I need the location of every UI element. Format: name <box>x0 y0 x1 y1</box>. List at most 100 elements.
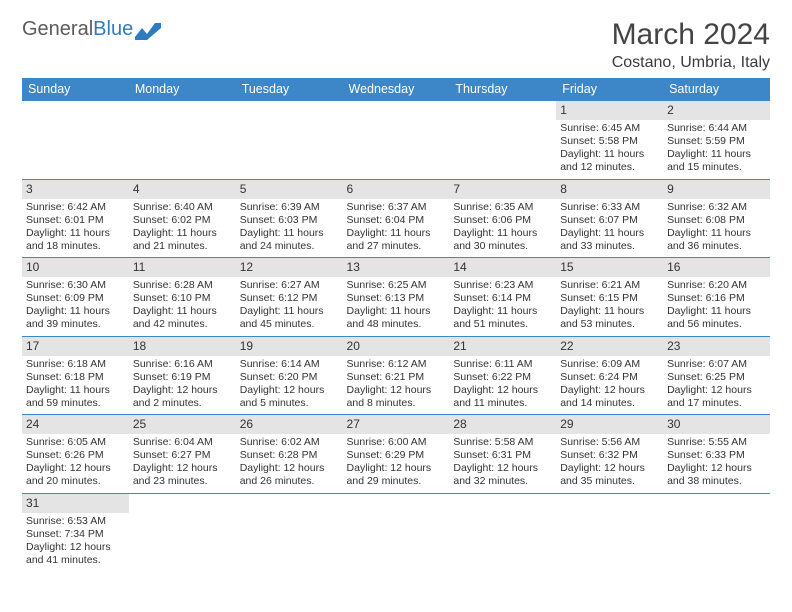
sunset-line: Sunset: 6:26 PM <box>26 449 125 462</box>
daylight-line: Daylight: 11 hours and 36 minutes. <box>667 227 766 253</box>
day-details: Sunrise: 6:27 AMSunset: 6:12 PMDaylight:… <box>240 279 339 332</box>
day-details: Sunrise: 6:23 AMSunset: 6:14 PMDaylight:… <box>453 279 552 332</box>
day-cell: 27Sunrise: 6:00 AMSunset: 6:29 PMDayligh… <box>343 415 450 494</box>
sunrise-line: Sunrise: 6:25 AM <box>347 279 446 292</box>
empty-cell <box>556 493 663 571</box>
day-details: Sunrise: 6:14 AMSunset: 6:20 PMDaylight:… <box>240 358 339 411</box>
daylight-line: Daylight: 11 hours and 59 minutes. <box>26 384 125 410</box>
day-details: Sunrise: 6:09 AMSunset: 6:24 PMDaylight:… <box>560 358 659 411</box>
sunset-line: Sunset: 6:03 PM <box>240 214 339 227</box>
sunset-line: Sunset: 7:34 PM <box>26 528 125 541</box>
daylight-line: Daylight: 12 hours and 11 minutes. <box>453 384 552 410</box>
brand-part2: Blue <box>93 18 133 41</box>
day-number: 29 <box>556 415 663 434</box>
day-number: 6 <box>343 180 450 199</box>
day-cell: 23Sunrise: 6:07 AMSunset: 6:25 PMDayligh… <box>663 336 770 415</box>
calendar-table: SundayMondayTuesdayWednesdayThursdayFrid… <box>22 78 770 571</box>
daylight-line: Daylight: 12 hours and 2 minutes. <box>133 384 232 410</box>
sunset-line: Sunset: 6:29 PM <box>347 449 446 462</box>
sunset-line: Sunset: 6:08 PM <box>667 214 766 227</box>
day-number: 18 <box>129 337 236 356</box>
weekday-header: Wednesday <box>343 78 450 101</box>
day-details: Sunrise: 6:30 AMSunset: 6:09 PMDaylight:… <box>26 279 125 332</box>
day-number: 30 <box>663 415 770 434</box>
day-number: 24 <box>22 415 129 434</box>
daylight-line: Daylight: 12 hours and 29 minutes. <box>347 462 446 488</box>
day-details: Sunrise: 6:33 AMSunset: 6:07 PMDaylight:… <box>560 201 659 254</box>
title-block: March 2024 Costano, Umbria, Italy <box>612 18 770 72</box>
sunset-line: Sunset: 6:01 PM <box>26 214 125 227</box>
sunset-line: Sunset: 6:04 PM <box>347 214 446 227</box>
weekday-row: SundayMondayTuesdayWednesdayThursdayFrid… <box>22 78 770 101</box>
sunset-line: Sunset: 6:12 PM <box>240 292 339 305</box>
sunset-line: Sunset: 6:31 PM <box>453 449 552 462</box>
sunset-line: Sunset: 6:18 PM <box>26 371 125 384</box>
empty-cell <box>343 493 450 571</box>
day-cell: 17Sunrise: 6:18 AMSunset: 6:18 PMDayligh… <box>22 336 129 415</box>
sunset-line: Sunset: 6:19 PM <box>133 371 232 384</box>
daylight-line: Daylight: 12 hours and 26 minutes. <box>240 462 339 488</box>
daylight-line: Daylight: 11 hours and 51 minutes. <box>453 305 552 331</box>
day-number: 12 <box>236 258 343 277</box>
day-details: Sunrise: 6:21 AMSunset: 6:15 PMDaylight:… <box>560 279 659 332</box>
empty-cell <box>449 493 556 571</box>
sunrise-line: Sunrise: 6:20 AM <box>667 279 766 292</box>
daylight-line: Daylight: 12 hours and 35 minutes. <box>560 462 659 488</box>
day-number: 8 <box>556 180 663 199</box>
day-details: Sunrise: 6:40 AMSunset: 6:02 PMDaylight:… <box>133 201 232 254</box>
sunset-line: Sunset: 6:21 PM <box>347 371 446 384</box>
day-details: Sunrise: 6:37 AMSunset: 6:04 PMDaylight:… <box>347 201 446 254</box>
daylight-line: Daylight: 12 hours and 17 minutes. <box>667 384 766 410</box>
day-details: Sunrise: 6:42 AMSunset: 6:01 PMDaylight:… <box>26 201 125 254</box>
empty-cell <box>343 101 450 179</box>
daylight-line: Daylight: 11 hours and 27 minutes. <box>347 227 446 253</box>
empty-cell <box>663 493 770 571</box>
day-number: 26 <box>236 415 343 434</box>
sunset-line: Sunset: 6:07 PM <box>560 214 659 227</box>
day-cell: 3Sunrise: 6:42 AMSunset: 6:01 PMDaylight… <box>22 179 129 258</box>
weekday-header: Tuesday <box>236 78 343 101</box>
sunrise-line: Sunrise: 6:02 AM <box>240 436 339 449</box>
day-details: Sunrise: 6:12 AMSunset: 6:21 PMDaylight:… <box>347 358 446 411</box>
day-number: 17 <box>22 337 129 356</box>
empty-cell <box>236 493 343 571</box>
empty-cell <box>129 493 236 571</box>
day-number: 1 <box>556 101 663 120</box>
sunrise-line: Sunrise: 6:45 AM <box>560 122 659 135</box>
day-details: Sunrise: 5:58 AMSunset: 6:31 PMDaylight:… <box>453 436 552 489</box>
sunrise-line: Sunrise: 6:07 AM <box>667 358 766 371</box>
sunrise-line: Sunrise: 6:40 AM <box>133 201 232 214</box>
day-number: 4 <box>129 180 236 199</box>
day-cell: 10Sunrise: 6:30 AMSunset: 6:09 PMDayligh… <box>22 258 129 337</box>
sunset-line: Sunset: 6:14 PM <box>453 292 552 305</box>
day-details: Sunrise: 6:02 AMSunset: 6:28 PMDaylight:… <box>240 436 339 489</box>
daylight-line: Daylight: 11 hours and 45 minutes. <box>240 305 339 331</box>
day-number: 31 <box>22 494 129 513</box>
daylight-line: Daylight: 11 hours and 18 minutes. <box>26 227 125 253</box>
day-cell: 16Sunrise: 6:20 AMSunset: 6:16 PMDayligh… <box>663 258 770 337</box>
day-details: Sunrise: 6:44 AMSunset: 5:59 PMDaylight:… <box>667 122 766 175</box>
day-cell: 12 Sunrise: 6:27 AMSunset: 6:12 PMDayligh… <box>236 258 343 337</box>
sunrise-line: Sunrise: 6:16 AM <box>133 358 232 371</box>
day-cell: 15Sunrise: 6:21 AMSunset: 6:15 PMDayligh… <box>556 258 663 337</box>
weekday-header: Saturday <box>663 78 770 101</box>
empty-cell <box>22 101 129 179</box>
sunset-line: Sunset: 6:33 PM <box>667 449 766 462</box>
day-cell: 7Sunrise: 6:35 AMSunset: 6:06 PMDaylight… <box>449 179 556 258</box>
sunrise-line: Sunrise: 6:09 AM <box>560 358 659 371</box>
daylight-line: Daylight: 11 hours and 24 minutes. <box>240 227 339 253</box>
day-number: 14 <box>449 258 556 277</box>
daylight-line: Daylight: 11 hours and 56 minutes. <box>667 305 766 331</box>
day-number: 16 <box>663 258 770 277</box>
sunset-line: Sunset: 6:22 PM <box>453 371 552 384</box>
day-cell: 25Sunrise: 6:04 AMSunset: 6:27 PMDayligh… <box>129 415 236 494</box>
day-cell: 14 Sunrise: 6:23 AMSunset: 6:14 PMDayligh… <box>449 258 556 337</box>
page-title: March 2024 <box>612 18 770 52</box>
day-number: 20 <box>343 337 450 356</box>
brand-logo: GeneralBlue <box>22 18 161 41</box>
day-details: Sunrise: 6:04 AMSunset: 6:27 PMDaylight:… <box>133 436 232 489</box>
sunrise-line: Sunrise: 6:00 AM <box>347 436 446 449</box>
daylight-line: Daylight: 12 hours and 14 minutes. <box>560 384 659 410</box>
sunset-line: Sunset: 6:13 PM <box>347 292 446 305</box>
day-cell: 18 Sunrise: 6:16 AMSunset: 6:19 PMDayligh… <box>129 336 236 415</box>
